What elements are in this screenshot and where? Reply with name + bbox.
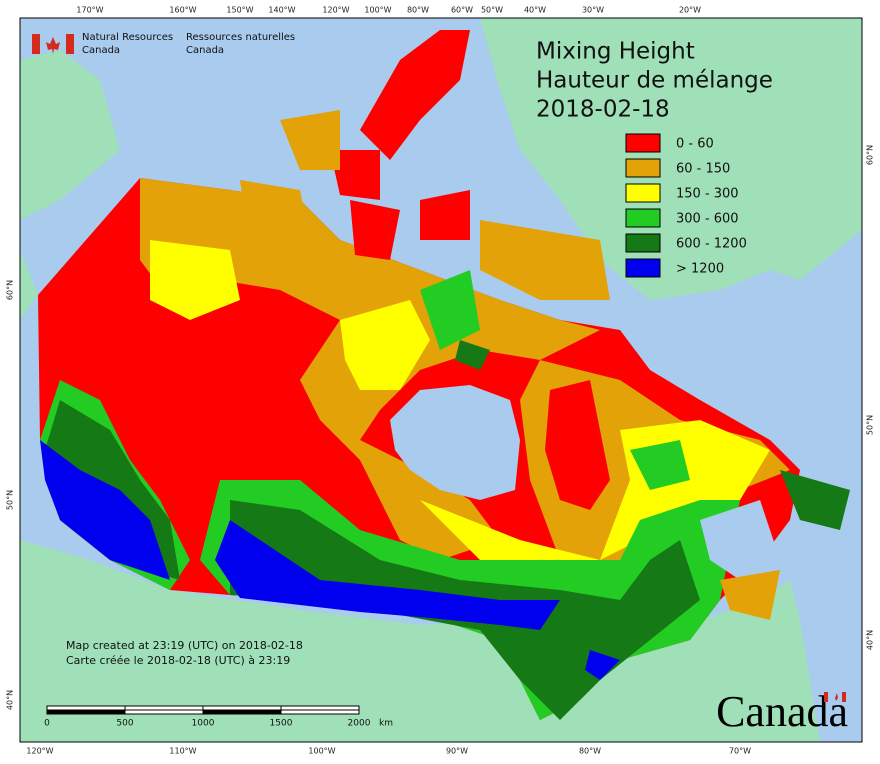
- lon-label: 100°W: [308, 747, 335, 756]
- lon-label: 60°W: [451, 6, 473, 15]
- title: 2018-02-18: [536, 97, 670, 123]
- map-frame: [19, 17, 863, 743]
- scale-unit: km: [379, 719, 393, 729]
- lat-label: 50°N: [866, 415, 875, 435]
- legend-swatch: [625, 158, 661, 178]
- wordmark-leaf: [835, 693, 838, 701]
- zone-dark-green: [45, 340, 850, 720]
- united-states: [20, 540, 820, 742]
- title: Hauteur de mélange: [536, 68, 773, 94]
- legend-label: 600 - 1200: [676, 237, 747, 252]
- lon-label: 80°W: [579, 747, 601, 756]
- dept-en: Natural Resources: [82, 32, 173, 43]
- arctic-sea: [20, 18, 470, 300]
- legend-swatch: [625, 233, 661, 253]
- gulf: [700, 500, 780, 580]
- lat-label: 60°N: [6, 280, 15, 300]
- lon-label: 50°W: [481, 6, 503, 15]
- scale-segment: [46, 705, 126, 711]
- lon-label: 120°W: [322, 6, 349, 15]
- legend-swatch: [625, 183, 661, 203]
- scale-segment: [124, 709, 204, 715]
- legend: 0 - 60 60 - 150 150 - 300 300 - 600 600 - 12…: [625, 133, 747, 278]
- scale-segment: [124, 705, 204, 711]
- note: Map created at 23:19 (UTC) on 2018-02-18: [66, 639, 303, 652]
- lon-label: 20°W: [679, 6, 701, 15]
- title: Mixing Height: [536, 39, 695, 65]
- map-body: [20, 18, 862, 742]
- hudson-bay: [390, 385, 520, 500]
- lon-label: 90°W: [446, 747, 468, 756]
- lat-label: 40°N: [6, 690, 15, 710]
- lat-label: 50°N: [6, 490, 15, 510]
- scale-label: 2000: [348, 719, 371, 729]
- wordmark-flag: [824, 692, 828, 702]
- legend-label: 150 - 300: [676, 187, 739, 202]
- legend-label: > 1200: [676, 262, 724, 277]
- scale-label: 0: [44, 719, 50, 729]
- dept-en: Canada: [82, 45, 120, 56]
- lon-label: 30°W: [582, 6, 604, 15]
- wordmark: Canada: [716, 687, 848, 736]
- legend-label: 60 - 150: [676, 162, 730, 177]
- scale-label: 1000: [192, 719, 215, 729]
- lon-label: 150°W: [226, 6, 253, 15]
- flag-bar: [66, 34, 74, 54]
- scale-label: 1500: [270, 719, 293, 729]
- scale-segment: [280, 705, 360, 711]
- scale-segment: [202, 705, 282, 711]
- scale-segment: [46, 709, 126, 715]
- maple-leaf: [46, 37, 60, 54]
- scale-segment: [280, 709, 360, 715]
- legend-swatch: [625, 133, 661, 153]
- scale-segment: [202, 709, 282, 715]
- lon-label: 170°W: [76, 6, 103, 15]
- lat-label: 40°N: [866, 630, 875, 650]
- graticule: 170°W 160°W 150°W 140°W 120°W 100°W 80°W 60°W 50…: [6, 6, 875, 756]
- zone-yellow: [150, 240, 770, 580]
- zone-red-labrador: [545, 380, 610, 510]
- legend-label: 300 - 600: [676, 212, 739, 227]
- legend-swatch: [625, 208, 661, 228]
- lat-label: 60°N: [866, 145, 875, 165]
- legend-swatch: [625, 258, 661, 278]
- note: Carte créée le 2018-02-18 (UTC) à 23:19: [66, 654, 290, 667]
- scale-bar: 0 500 1000 1500 2000 km: [44, 705, 393, 729]
- lon-label: 70°W: [729, 747, 751, 756]
- dept-fr: Canada: [186, 45, 224, 56]
- lon-label: 110°W: [169, 747, 196, 756]
- dept-fr: Ressources naturelles: [186, 32, 295, 43]
- lon-label: 160°W: [169, 6, 196, 15]
- zone-blue: [40, 440, 620, 680]
- scale-label: 500: [116, 719, 133, 729]
- arctic-red: [330, 30, 470, 260]
- legend-label: 0 - 60: [676, 137, 714, 152]
- alaska: [20, 50, 120, 320]
- flag-bar: [32, 34, 40, 54]
- arctic-orange: [240, 110, 610, 300]
- wordmark-flag: [842, 692, 846, 702]
- greenland: [480, 18, 862, 300]
- lon-label: 100°W: [364, 6, 391, 15]
- maritimes: [720, 570, 780, 620]
- lon-label: 120°W: [26, 747, 53, 756]
- lon-label: 80°W: [407, 6, 429, 15]
- lon-label: 40°W: [524, 6, 546, 15]
- lon-label: 140°W: [268, 6, 295, 15]
